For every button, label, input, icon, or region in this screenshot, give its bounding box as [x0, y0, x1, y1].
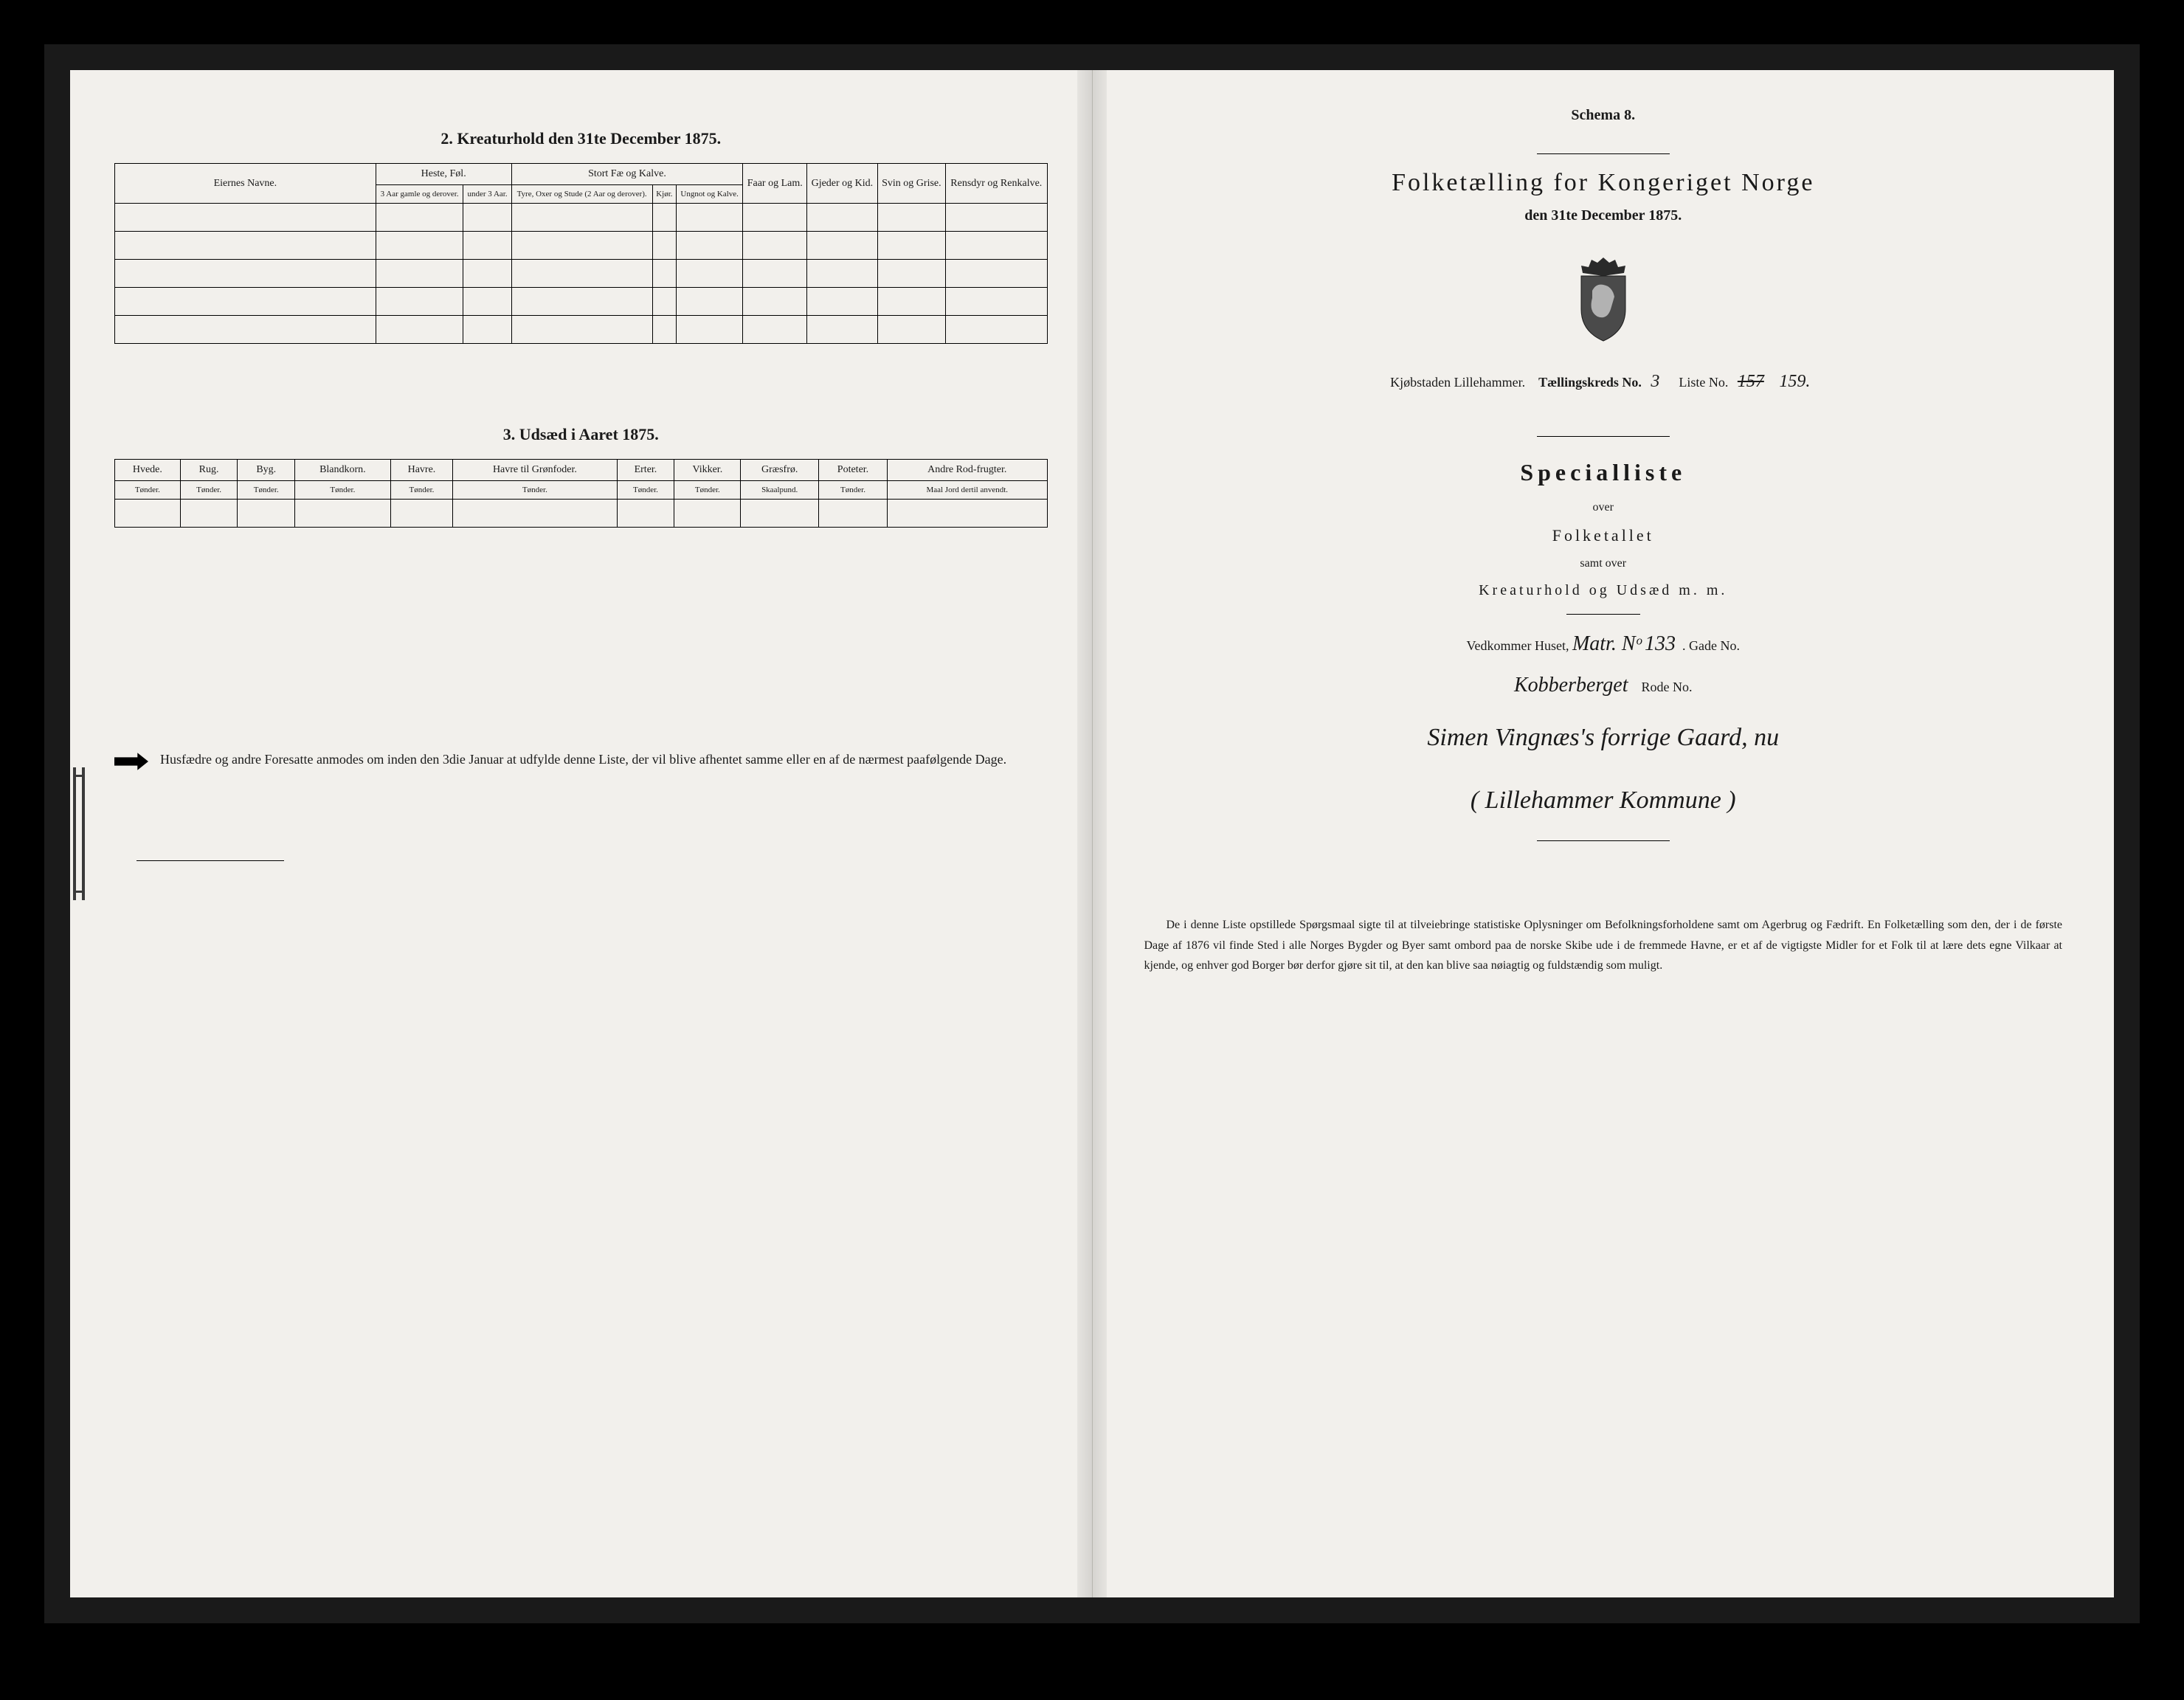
- handwritten-note-1: Simen Vingnæs's forrige Gaard, nu: [1137, 715, 2070, 760]
- bottom-paragraph: De i denne Liste opstillede Spørgsmaal s…: [1137, 915, 2070, 975]
- udsaed-col-0: Hvede.: [115, 460, 181, 481]
- over-1: over: [1137, 501, 2070, 514]
- main-heading: Folketælling for Kongeriget Norge: [1137, 169, 2070, 197]
- matr-label-hand: Matr. Nᵒ: [1572, 632, 1642, 655]
- udsaed-unit-2: Tønder.: [238, 481, 295, 500]
- date-line: den 31te December 1875.: [1137, 207, 2070, 224]
- footer-rule: [136, 860, 284, 861]
- section2-title: 2. Kreaturhold den 31te December 1875.: [114, 129, 1048, 148]
- udsaed-col-7: Vikker.: [674, 460, 741, 481]
- place-value: Kobberberget: [1514, 674, 1628, 697]
- kreaturhold-body: [115, 204, 1048, 344]
- udsaed-col-4: Havre.: [390, 460, 453, 481]
- udsaed-unit-6: Tønder.: [617, 481, 674, 500]
- col-faar: Faar og Lam.: [743, 164, 807, 204]
- left-footer-note: Husfædre og andre Foresatte anmodes om i…: [114, 749, 1048, 772]
- section3-title: 3. Udsæd i Aaret 1875.: [114, 425, 1048, 444]
- rode-label: Rode No.: [1642, 680, 1693, 694]
- udsaed-col-2: Byg.: [238, 460, 295, 481]
- udsaed-header-row: Hvede. Rug. Byg. Blandkorn. Havre. Havre…: [115, 460, 1048, 481]
- col-stortfae-sub3: Ungnot og Kalve.: [677, 185, 743, 204]
- udsaed-col-8: Græsfrø.: [741, 460, 819, 481]
- left-page: 2. Kreaturhold den 31te December 1875. E…: [70, 70, 1093, 1597]
- folketallet: Folketallet: [1137, 526, 2070, 545]
- footer-text: Husfædre og andre Foresatte anmodes om i…: [160, 749, 1006, 770]
- handwritten-note-2: ( Lillehammer Kommune ): [1137, 778, 2070, 823]
- liste-value-struck: 157: [1732, 372, 1770, 391]
- kreaturhold-line: Kreaturhold og Udsæd m. m.: [1137, 582, 2070, 599]
- udsaed-unit-9: Tønder.: [819, 481, 888, 500]
- udsaed-col-3: Blandkorn.: [295, 460, 391, 481]
- house-label: Vedkommer Huset,: [1466, 638, 1569, 653]
- udsaed-col-5: Havre til Grønfoder.: [453, 460, 617, 481]
- document-frame: 2. Kreaturhold den 31te December 1875. E…: [44, 44, 2140, 1623]
- col-stortfae-sub2: Kjør.: [652, 185, 676, 204]
- col-stortfae-sub1: Tyre, Oxer og Stude (2 Aar og derover).: [511, 185, 652, 204]
- kreds-value: 3: [1645, 372, 1665, 391]
- gade-label: Gade No.: [1689, 638, 1740, 653]
- udsaed-unit-0: Tønder.: [115, 481, 181, 500]
- col-heste-group: Heste, Føl.: [376, 164, 511, 185]
- divider-small: [1566, 614, 1640, 615]
- specialliste-heading: Specialliste: [1137, 459, 2070, 486]
- kreds-label: Tællingskreds No.: [1538, 375, 1642, 390]
- norway-crest-icon: [1566, 254, 1640, 342]
- samt-over: samt over: [1137, 557, 2070, 570]
- district-prefix: Kjøbstaden Lillehammer.: [1390, 375, 1525, 390]
- col-rensdyr: Rensdyr og Renkalve.: [946, 164, 1047, 204]
- district-line: Kjøbstaden Lillehammer. Tællingskreds No…: [1137, 372, 2070, 392]
- col-stortfae-group: Stort Fæ og Kalve.: [511, 164, 743, 185]
- paper-spread: 2. Kreaturhold den 31te December 1875. E…: [70, 70, 2114, 1597]
- right-page: Schema 8. Folketælling for Kongeriget No…: [1093, 70, 2115, 1597]
- udsaed-unit-5: Tønder.: [453, 481, 617, 500]
- binder-clip-icon: [70, 767, 88, 900]
- udsaed-table: Hvede. Rug. Byg. Blandkorn. Havre. Havre…: [114, 459, 1048, 528]
- kreaturhold-table: Eiernes Navne. Heste, Føl. Stort Fæ og K…: [114, 163, 1048, 344]
- liste-value: 159.: [1773, 372, 1816, 391]
- schema-label: Schema 8.: [1137, 107, 2070, 124]
- udsaed-col-1: Rug.: [180, 460, 238, 481]
- col-heste-sub2: under 3 Aar.: [463, 185, 511, 204]
- divider-top: [1537, 153, 1670, 154]
- udsaed-col-6: Erter.: [617, 460, 674, 481]
- pointing-hand-icon: [114, 751, 148, 772]
- col-heste-sub1: 3 Aar gamle og derover.: [376, 185, 463, 204]
- udsaed-unit-1: Tønder.: [180, 481, 238, 500]
- udsaed-empty-row: [115, 500, 1048, 528]
- udsaed-col-9: Poteter.: [819, 460, 888, 481]
- udsaed-unit-10: Maal Jord dertil anvendt.: [888, 481, 1048, 500]
- col-svin: Svin og Grise.: [877, 164, 945, 204]
- udsaed-unit-row: Tønder. Tønder. Tønder. Tønder. Tønder. …: [115, 481, 1048, 500]
- udsaed-unit-4: Tønder.: [390, 481, 453, 500]
- house-line: Vedkommer Huset, Matr. Nᵒ 133 . Gade No.: [1137, 632, 2070, 656]
- udsaed-col-10: Andre Rod-frugter.: [888, 460, 1048, 481]
- place-line: Kobberberget Rode No.: [1137, 674, 2070, 697]
- divider-mid: [1537, 436, 1670, 437]
- divider-bottom: [1537, 840, 1670, 841]
- col-gjeder: Gjeder og Kid.: [807, 164, 878, 204]
- udsaed-unit-3: Tønder.: [295, 481, 391, 500]
- col-owner: Eiernes Navne.: [115, 164, 376, 204]
- udsaed-unit-8: Skaalpund.: [741, 481, 819, 500]
- matr-value: 133: [1645, 632, 1676, 655]
- liste-label: Liste No.: [1679, 375, 1728, 390]
- udsaed-unit-7: Tønder.: [674, 481, 741, 500]
